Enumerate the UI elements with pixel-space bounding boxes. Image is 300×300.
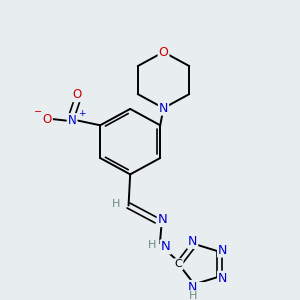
Text: N: N: [188, 235, 197, 248]
Text: N: N: [68, 114, 76, 127]
Text: N: N: [159, 102, 168, 115]
Text: +: +: [78, 109, 85, 118]
Text: H: H: [112, 199, 120, 209]
Text: C: C: [175, 259, 183, 269]
Text: N: N: [160, 241, 170, 254]
Text: N: N: [158, 213, 167, 226]
Text: H: H: [188, 291, 197, 300]
Text: N: N: [218, 272, 227, 285]
Text: O: O: [159, 46, 169, 59]
Text: −: −: [34, 107, 42, 117]
Text: O: O: [43, 112, 52, 125]
Text: N: N: [218, 244, 227, 256]
Text: H: H: [148, 240, 156, 250]
Text: O: O: [72, 88, 82, 101]
Text: N: N: [188, 281, 197, 294]
